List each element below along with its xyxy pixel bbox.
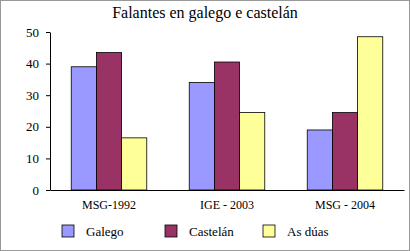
y-tick: 50 <box>26 25 50 40</box>
y-axis-line <box>50 33 51 191</box>
y-tick-mark <box>46 95 50 96</box>
legend-swatch <box>165 225 177 237</box>
x-tick: MSG-1992 <box>82 190 136 212</box>
bar <box>307 130 332 190</box>
bar <box>189 83 214 190</box>
legend: Galego Castelán As dúas <box>62 224 329 239</box>
bar <box>71 67 96 190</box>
legend-label: Galego <box>86 224 124 239</box>
chart-frame <box>1 1 410 251</box>
legend-item: As dúas <box>263 224 329 239</box>
legend-item: Castelán <box>165 224 234 239</box>
legend-swatch <box>62 225 74 237</box>
y-tick-label: 50 <box>26 25 39 40</box>
y-tick-mark <box>46 158 50 159</box>
bar-series <box>122 37 383 190</box>
y-tick: 40 <box>26 56 50 71</box>
bar <box>96 53 121 190</box>
x-axis: MSG-1992 IGE - 2003 MSG - 2004 <box>51 190 405 212</box>
x-tick-label: MSG-1992 <box>82 198 136 212</box>
legend-label: As dúas <box>287 224 329 239</box>
y-tick: 20 <box>26 119 50 134</box>
chart: Falantes en galego e castelán 0 10 20 30 40 50… <box>0 0 410 251</box>
y-axis: 0 10 20 30 40 50 <box>26 25 51 198</box>
bars <box>71 37 383 190</box>
bar-series <box>96 53 357 190</box>
title: Falantes en galego e castelán <box>112 4 298 22</box>
y-tick-mark <box>46 190 50 191</box>
y-tick-label: 30 <box>26 88 39 103</box>
legend-swatch <box>263 225 275 237</box>
bar <box>332 113 357 190</box>
bar <box>240 113 265 190</box>
y-tick-mark <box>46 32 50 33</box>
y-tick-mark <box>46 64 50 65</box>
legend-item: Galego <box>62 224 124 239</box>
plot: 0 10 20 30 40 50 MSG-1992 IGE - 2003 MSG - 2004 <box>26 25 405 212</box>
y-tick-mark <box>46 127 50 128</box>
y-tick: 30 <box>26 88 50 103</box>
x-tick-label: MSG - 2004 <box>315 198 375 212</box>
x-tick: MSG - 2004 <box>315 190 375 212</box>
x-tick: IGE - 2003 <box>200 190 254 212</box>
x-axis-line <box>51 190 405 191</box>
bar <box>122 138 147 190</box>
legend-label: Castelán <box>189 224 234 239</box>
bar <box>214 62 239 190</box>
y-tick: 10 <box>26 151 50 166</box>
bar <box>358 37 383 190</box>
y-tick-label: 20 <box>26 119 39 134</box>
y-tick: 0 <box>33 183 51 198</box>
x-tick-label: IGE - 2003 <box>200 198 254 212</box>
y-tick-label: 10 <box>26 151 39 166</box>
y-tick-label: 40 <box>26 56 39 71</box>
y-tick-label: 0 <box>33 183 40 198</box>
